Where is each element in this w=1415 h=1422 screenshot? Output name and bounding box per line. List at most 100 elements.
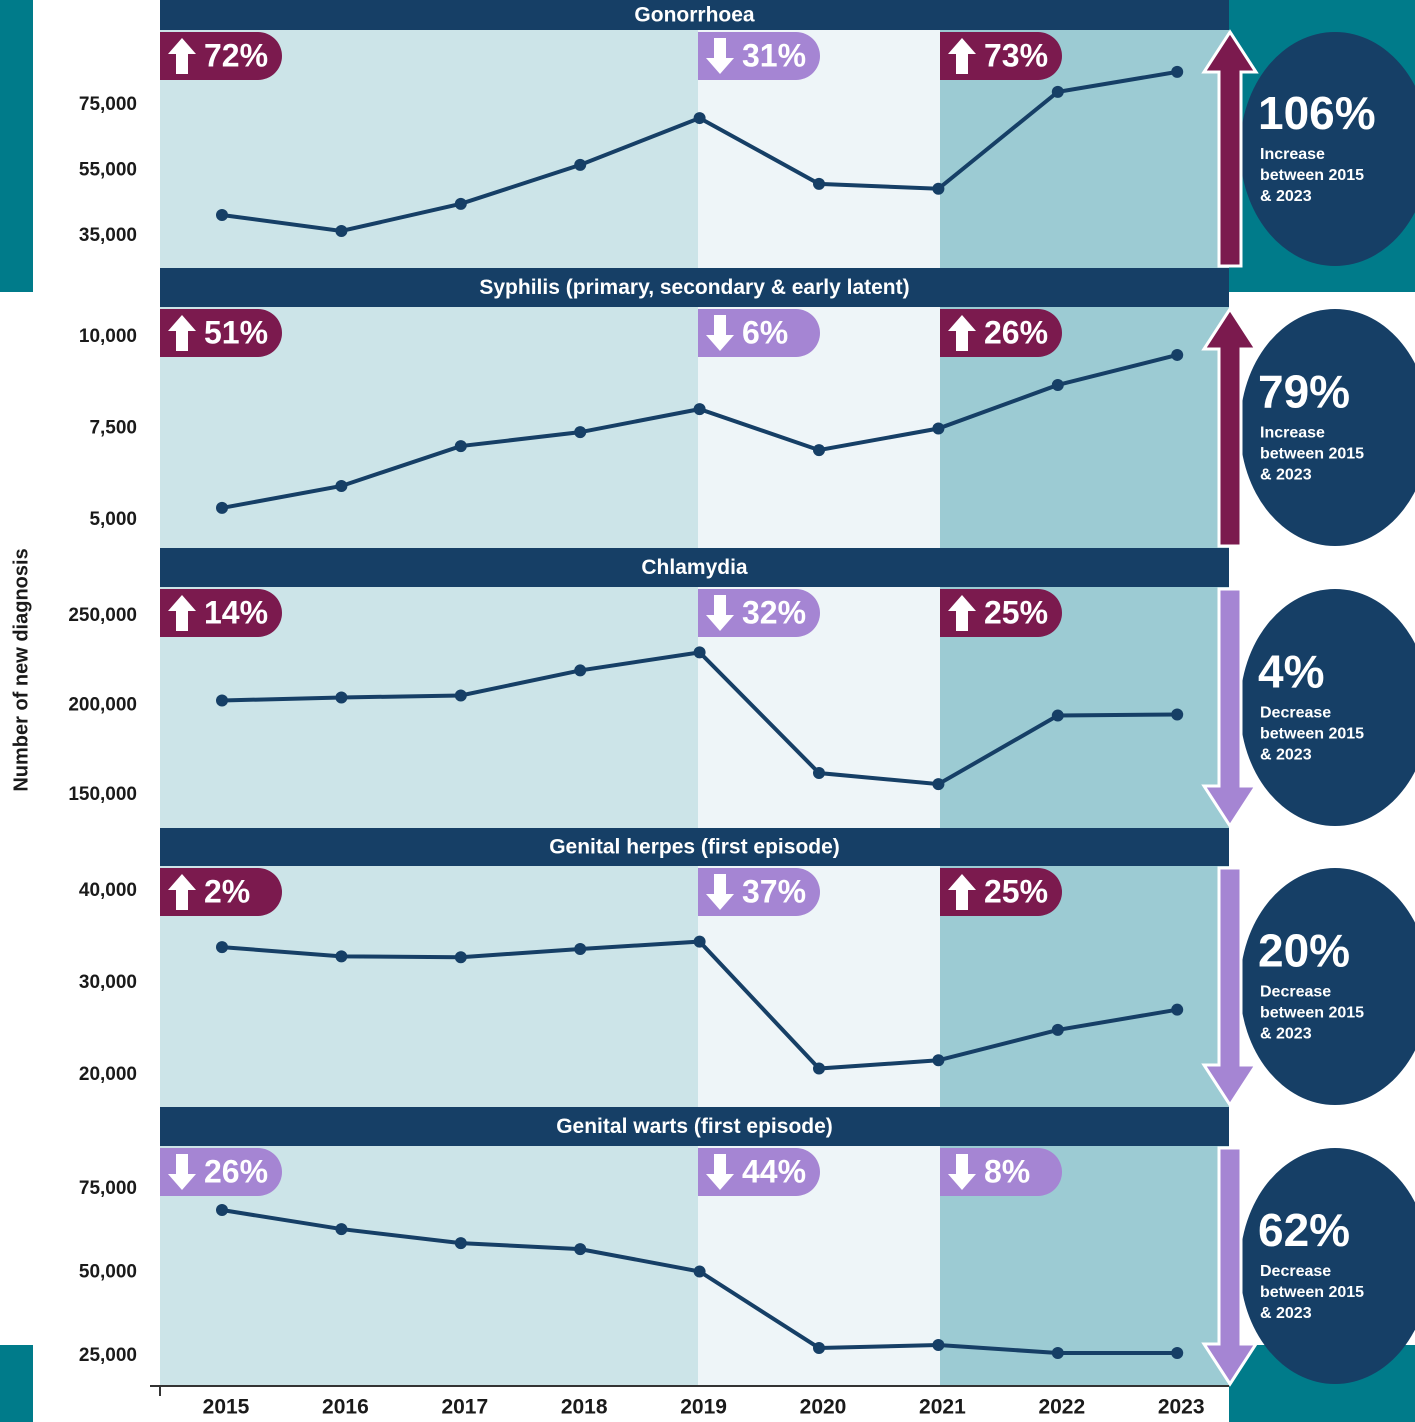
title-bar — [160, 828, 1229, 866]
data-point — [216, 208, 228, 221]
summary-bubble — [1240, 868, 1415, 1105]
summary-note: & 2023 — [1260, 1305, 1312, 1322]
change-badge — [160, 589, 282, 637]
data-point — [454, 197, 467, 210]
y-tick-label: 40,000 — [79, 880, 137, 901]
change-label: 26% — [984, 314, 1048, 350]
data-point — [1171, 1003, 1184, 1016]
data-point — [693, 112, 706, 125]
change-badge — [160, 32, 282, 80]
change-arrow — [948, 315, 976, 351]
change-arrow — [948, 595, 976, 631]
decor-block — [0, 0, 33, 292]
data-point — [335, 1223, 348, 1236]
data-point — [454, 951, 467, 964]
data-point — [1051, 709, 1064, 722]
x-tick-label: 2016 — [322, 1396, 369, 1419]
data-point — [454, 440, 467, 453]
change-arrow — [948, 1154, 976, 1190]
x-tick-label: 2017 — [441, 1396, 488, 1419]
summary-note: between 2015 — [1260, 167, 1364, 184]
summary-bubble — [1240, 32, 1415, 266]
panel-title: Genital herpes (first episode) — [549, 836, 840, 859]
data-point — [216, 694, 228, 707]
x-tick-label: 2021 — [919, 1396, 966, 1419]
y-tick-label: 250,000 — [68, 605, 137, 626]
change-arrow — [706, 595, 734, 631]
change-arrow — [706, 315, 734, 351]
summary-arrow — [1201, 587, 1259, 829]
data-point — [813, 444, 825, 457]
data-point — [932, 182, 945, 195]
summary-note: between 2015 — [1260, 1005, 1364, 1022]
x-tick-label: 2019 — [680, 1396, 727, 1419]
data-point — [1051, 85, 1064, 98]
change-label: 8% — [984, 1153, 1030, 1189]
panel-title: Chlamydia — [641, 556, 748, 579]
data-point — [454, 689, 467, 702]
x-tick-label: 2018 — [561, 1396, 608, 1419]
summary-bubble — [1240, 309, 1415, 546]
change-label: 14% — [204, 594, 268, 630]
summary-value: 20% — [1258, 925, 1350, 977]
data-point — [1051, 1023, 1064, 1036]
data-point — [932, 1054, 945, 1067]
change-label: 6% — [742, 314, 788, 350]
panel-title: Genital warts (first episode) — [556, 1115, 833, 1138]
title-bar — [160, 548, 1229, 587]
change-arrow — [706, 874, 734, 910]
change-badge — [698, 1148, 820, 1196]
data-point — [693, 935, 706, 948]
data-point — [335, 950, 348, 963]
y-tick-label: 55,000 — [79, 159, 137, 180]
change-badge — [698, 32, 820, 80]
y-tick-label: 50,000 — [79, 1262, 137, 1283]
change-arrow — [948, 874, 976, 910]
summary-bubble — [1240, 589, 1415, 826]
data-point — [574, 426, 587, 439]
change-arrow — [168, 315, 196, 351]
data-point — [932, 778, 945, 791]
change-label: 26% — [204, 1153, 268, 1189]
panel-title: Syphilis (primary, secondary & early lat… — [479, 276, 909, 299]
change-label: 72% — [204, 37, 268, 73]
summary-value: 4% — [1258, 646, 1324, 698]
change-arrow — [948, 38, 976, 74]
summary-arrow — [1201, 306, 1259, 548]
change-badge — [940, 309, 1062, 357]
y-tick-label: 20,000 — [79, 1064, 137, 1085]
summary-value: 62% — [1258, 1204, 1350, 1256]
summary-value: 106% — [1258, 87, 1376, 139]
summary-note: between 2015 — [1260, 1284, 1364, 1301]
data-point — [574, 1243, 587, 1256]
data-point — [1171, 1346, 1184, 1359]
title-bar — [160, 0, 1229, 30]
change-arrow — [168, 38, 196, 74]
data-point — [1171, 708, 1184, 721]
data-point — [693, 646, 706, 659]
change-arrow — [168, 595, 196, 631]
y-tick-label: 25,000 — [79, 1345, 137, 1366]
change-badge — [698, 868, 820, 916]
data-point — [813, 1062, 825, 1075]
change-badge — [698, 309, 820, 357]
data-point — [574, 158, 587, 171]
data-point — [813, 177, 825, 190]
summary-note: & 2023 — [1260, 1026, 1312, 1043]
change-label: 73% — [984, 37, 1048, 73]
summary-note: & 2023 — [1260, 747, 1312, 764]
data-point — [574, 942, 587, 955]
summary-value: 79% — [1258, 366, 1350, 418]
summary-note: between 2015 — [1260, 446, 1364, 463]
data-point — [693, 403, 706, 416]
change-label: 2% — [204, 873, 250, 909]
summary-arrow — [1201, 1146, 1259, 1387]
data-point — [335, 479, 348, 492]
change-label: 32% — [742, 594, 806, 630]
change-label: 44% — [742, 1153, 806, 1189]
x-tick-label: 2020 — [800, 1396, 847, 1419]
summary-note: & 2023 — [1260, 188, 1312, 205]
y-tick-label: 200,000 — [68, 695, 137, 716]
data-point — [335, 691, 348, 704]
